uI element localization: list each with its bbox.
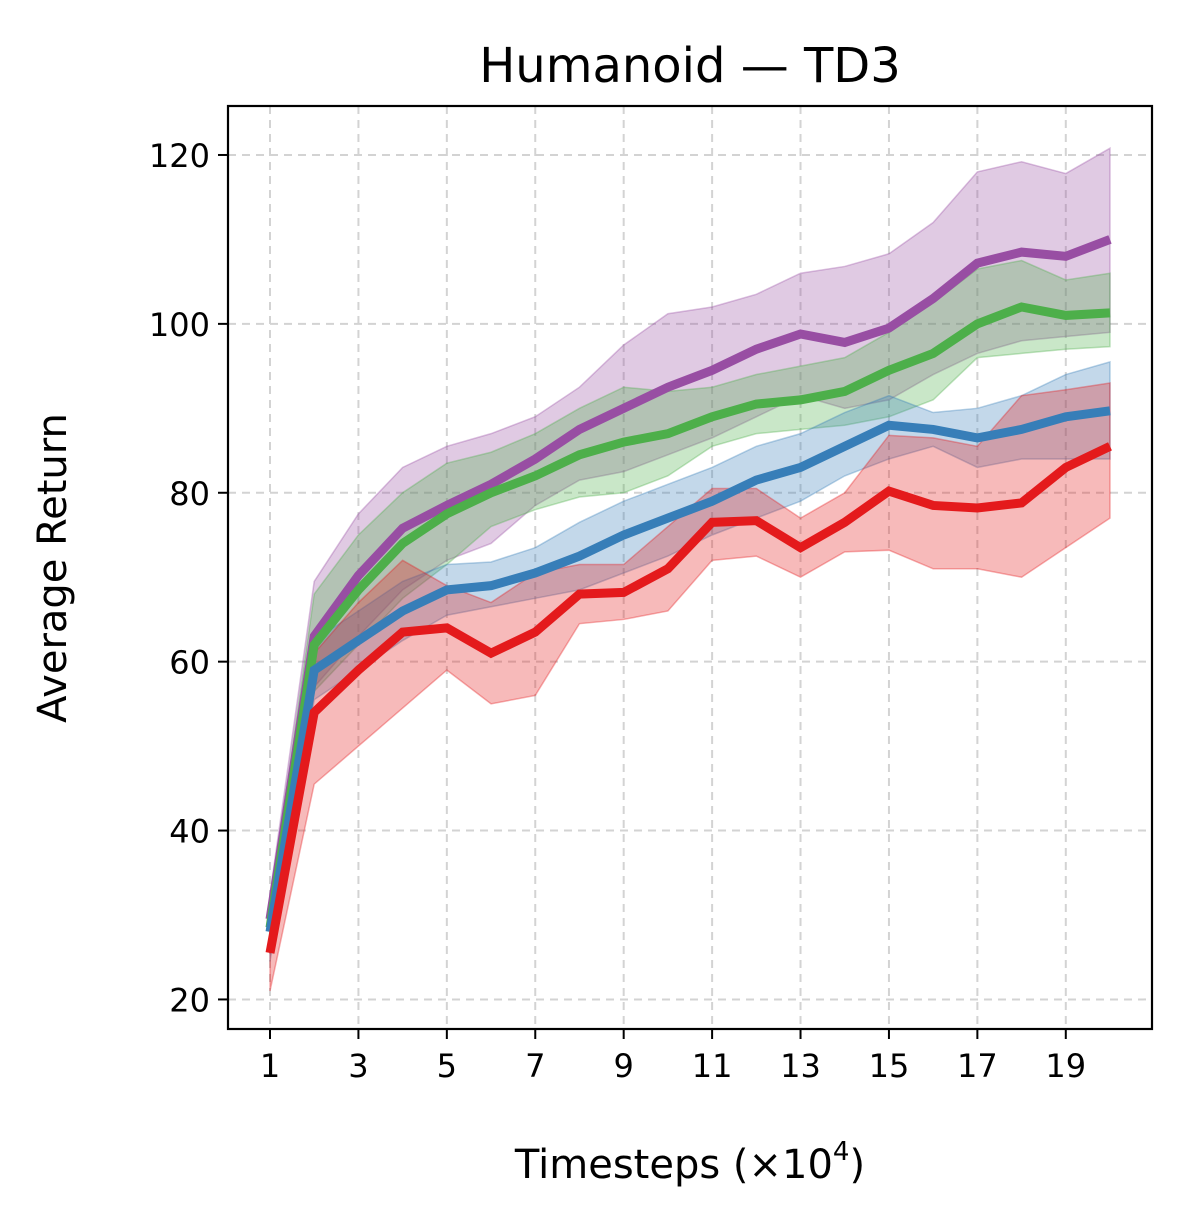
x-tick-label: 11 bbox=[692, 1047, 733, 1085]
plot-frame bbox=[226, 104, 1154, 1031]
x-tick-label: 7 bbox=[525, 1047, 545, 1085]
y-axis-label: Average Return bbox=[30, 413, 76, 723]
y-axis-ticks: 20 40 60 80 100 120 bbox=[149, 137, 228, 1019]
y-tick-label: 20 bbox=[169, 981, 210, 1019]
x-tick-label: 15 bbox=[869, 1047, 910, 1085]
grid bbox=[228, 106, 1152, 1029]
line-red bbox=[265, 442, 1112, 954]
line-green bbox=[265, 302, 1111, 929]
series-lines bbox=[265, 235, 1112, 954]
y-tick-label: 60 bbox=[169, 644, 210, 682]
band-red bbox=[269, 382, 1111, 992]
line-purple bbox=[265, 235, 1112, 920]
x-axis-label: Timesteps (×104) bbox=[514, 1137, 865, 1188]
band-blue bbox=[269, 360, 1111, 962]
confidence-bands bbox=[269, 146, 1111, 992]
x-axis-ticks: 1 3 5 7 9 11 13 15 17 19 bbox=[260, 1029, 1086, 1085]
chart-title: Humanoid — TD3 bbox=[479, 38, 901, 94]
x-tick-label: 1 bbox=[260, 1047, 280, 1085]
x-tick-label: 9 bbox=[614, 1047, 634, 1085]
x-tick-label: 19 bbox=[1045, 1047, 1086, 1085]
band-purple bbox=[269, 146, 1111, 954]
band-green bbox=[269, 259, 1111, 954]
y-tick-label: 80 bbox=[169, 475, 210, 513]
x-tick-label: 17 bbox=[957, 1047, 998, 1085]
y-tick-label: 120 bbox=[149, 137, 210, 175]
x-axis-label-exponent: 4 bbox=[833, 1137, 850, 1167]
x-axis-label-text: Timesteps (×10 bbox=[514, 1142, 833, 1188]
x-tick-label: 13 bbox=[780, 1047, 821, 1085]
x-axis-label-suffix: ) bbox=[849, 1142, 865, 1188]
x-tick-label: 3 bbox=[348, 1047, 368, 1085]
x-tick-label: 5 bbox=[437, 1047, 457, 1085]
y-tick-label: 100 bbox=[149, 306, 210, 344]
y-tick-label: 40 bbox=[169, 813, 210, 851]
line-blue bbox=[265, 406, 1111, 933]
